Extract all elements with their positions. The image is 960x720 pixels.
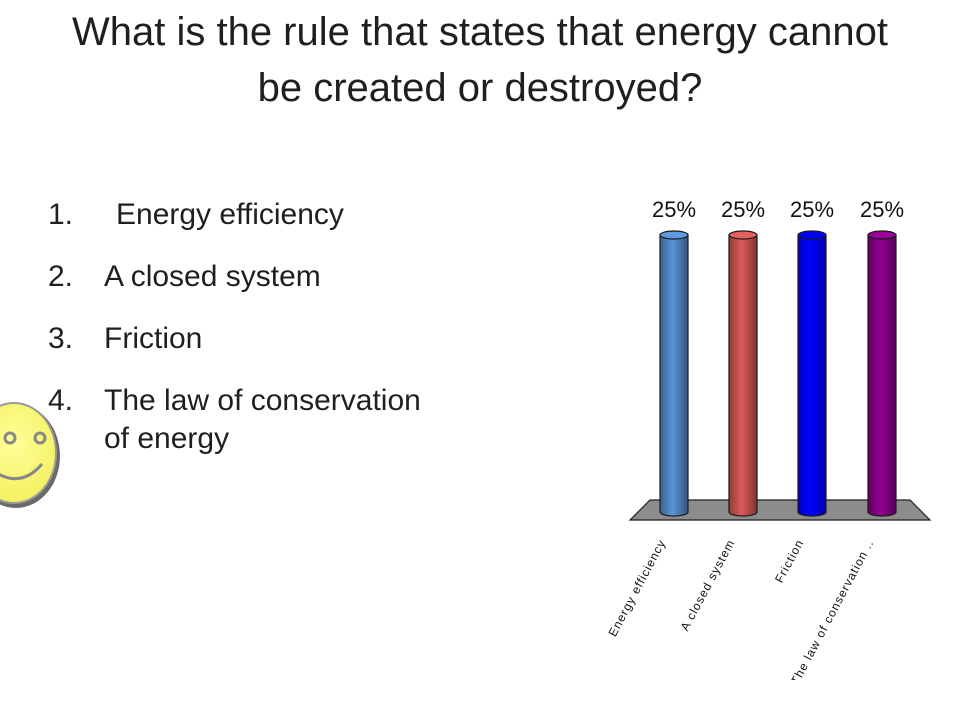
chart-bar-cap xyxy=(867,230,897,240)
smiley-face-icon xyxy=(0,402,60,508)
chart-value-label: 25% xyxy=(790,197,834,222)
chart-bar-cap xyxy=(797,230,827,240)
chart-category-label: Energy efficiency xyxy=(606,537,669,639)
chart-bar-body xyxy=(659,234,689,517)
answer-number: 2. xyxy=(48,260,74,293)
chart-bar xyxy=(659,230,689,517)
chart-category-label: The law of conservation .. xyxy=(788,537,877,680)
answer-text: A closed system xyxy=(104,260,321,293)
answer-option-3: 3. Friction xyxy=(48,320,428,358)
chart-bars xyxy=(659,230,897,517)
answer-text: The law of conservation of energy xyxy=(104,384,421,455)
answer-option-4: 4. The law of conservation of energy xyxy=(48,382,428,458)
chart-value-label: 25% xyxy=(860,197,904,222)
answer-number: 3. xyxy=(48,322,74,355)
chart-bar-body xyxy=(797,234,827,517)
chart-value-labels: 25% 25% 25% 25% xyxy=(652,197,904,222)
chart-bar-body xyxy=(867,234,897,517)
answer-option-2: 2. A closed system xyxy=(48,258,428,296)
chart-category-label: Friction xyxy=(772,537,807,585)
chart-bar-cap xyxy=(728,230,758,240)
chart-value-label: 25% xyxy=(721,197,765,222)
chart-bar xyxy=(867,230,897,517)
answer-number: 1. xyxy=(48,198,74,231)
chart-bar-cap xyxy=(659,230,689,240)
answer-text: Energy efficiency xyxy=(116,198,344,231)
answer-number: 4. xyxy=(48,384,74,417)
chart-category-labels: Energy efficiency A closed system Friction… xyxy=(606,537,877,680)
answer-list: 1. Energy efficiency 2. A closed system … xyxy=(48,196,428,482)
chart-value-label: 25% xyxy=(652,197,696,222)
answer-text: Friction xyxy=(104,322,203,355)
answer-option-1: 1. Energy efficiency xyxy=(48,196,428,234)
results-chart: 25% 25% 25% 25% Energy efficiency A closed s… xyxy=(606,197,932,680)
chart-bar-body xyxy=(728,234,758,517)
chart-category-label: A closed system xyxy=(678,537,738,633)
slide-title: What is the rule that states that energy… xyxy=(71,10,888,110)
chart-bar xyxy=(797,230,827,517)
chart-bar xyxy=(728,230,758,517)
